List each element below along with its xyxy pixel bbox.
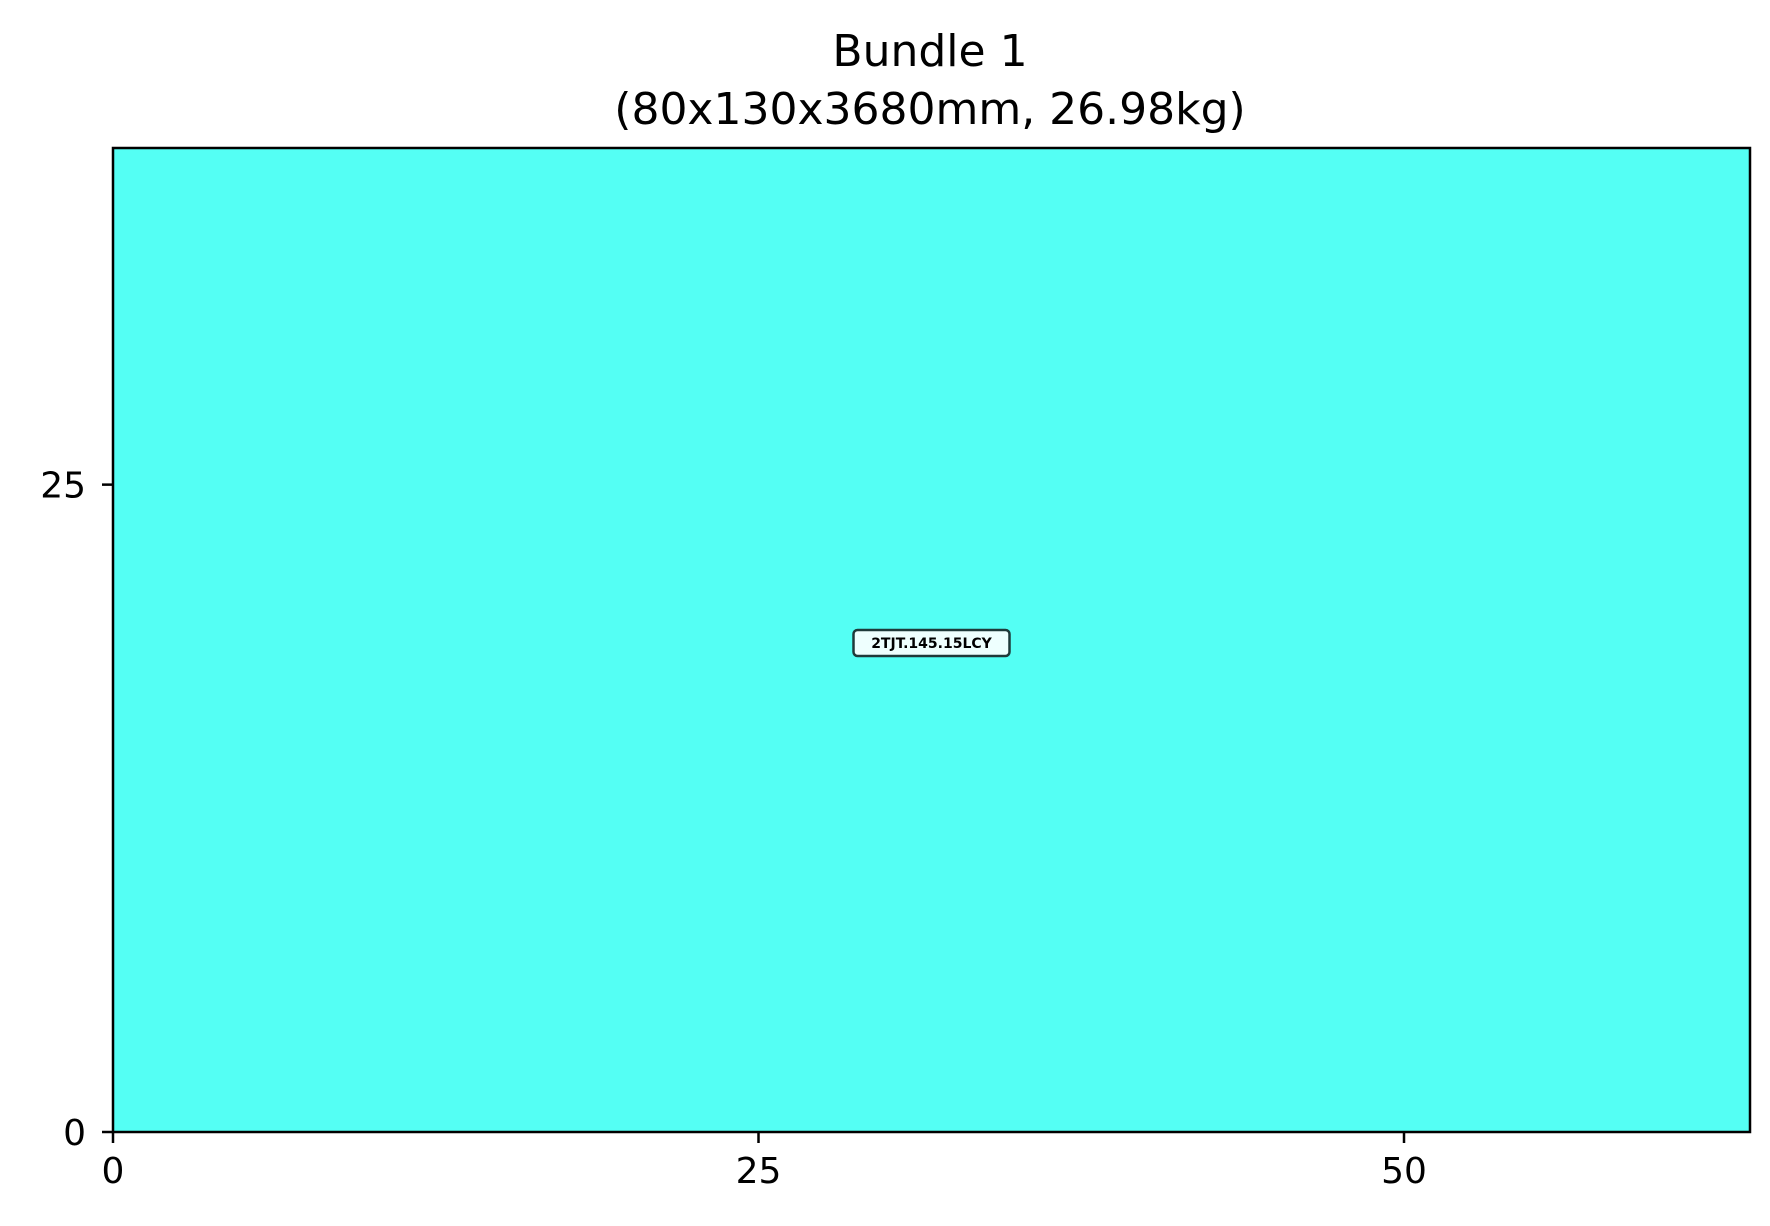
y-tick-label-1: 25 [40, 466, 86, 507]
axes: 0 25 50 0 25 [40, 146, 1752, 1192]
x-tick-label-0: 0 [102, 1151, 125, 1192]
axes-frame [111, 146, 1752, 1134]
x-tick-label-2: 50 [1381, 1151, 1427, 1192]
piece-label-box-0 [852, 628, 1011, 658]
plot-area: 2TJT.145.15LCY [113, 148, 1750, 1132]
x-tick-label-1: 25 [736, 1151, 782, 1192]
piece-label-0: 2TJT.145.15LCY [871, 636, 992, 652]
y-tick-label-0: 0 [63, 1113, 86, 1154]
chart-subtitle: (80x130x3680mm, 26.98kg) [614, 84, 1245, 135]
chart-title: Bundle 1 [832, 26, 1027, 77]
